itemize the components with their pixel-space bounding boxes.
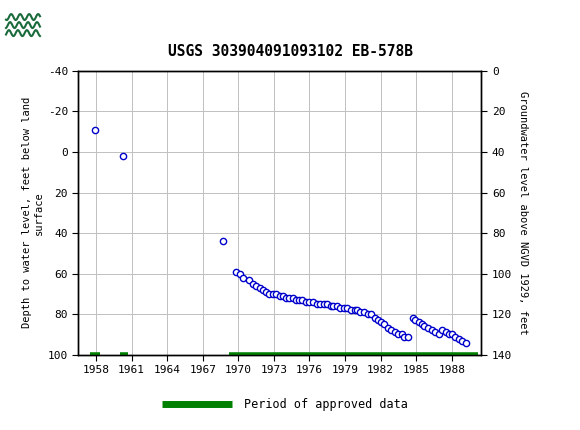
Text: USGS 303904091093102 EB-578B: USGS 303904091093102 EB-578B <box>168 44 412 59</box>
Text: Period of approved data: Period of approved data <box>244 398 408 411</box>
Y-axis label: Groundwater level above NGVD 1929, feet: Groundwater level above NGVD 1929, feet <box>517 91 528 335</box>
Bar <box>4 4 94 41</box>
Y-axis label: Depth to water level, feet below land
surface: Depth to water level, feet below land su… <box>22 97 44 329</box>
Text: USGS: USGS <box>48 14 95 33</box>
